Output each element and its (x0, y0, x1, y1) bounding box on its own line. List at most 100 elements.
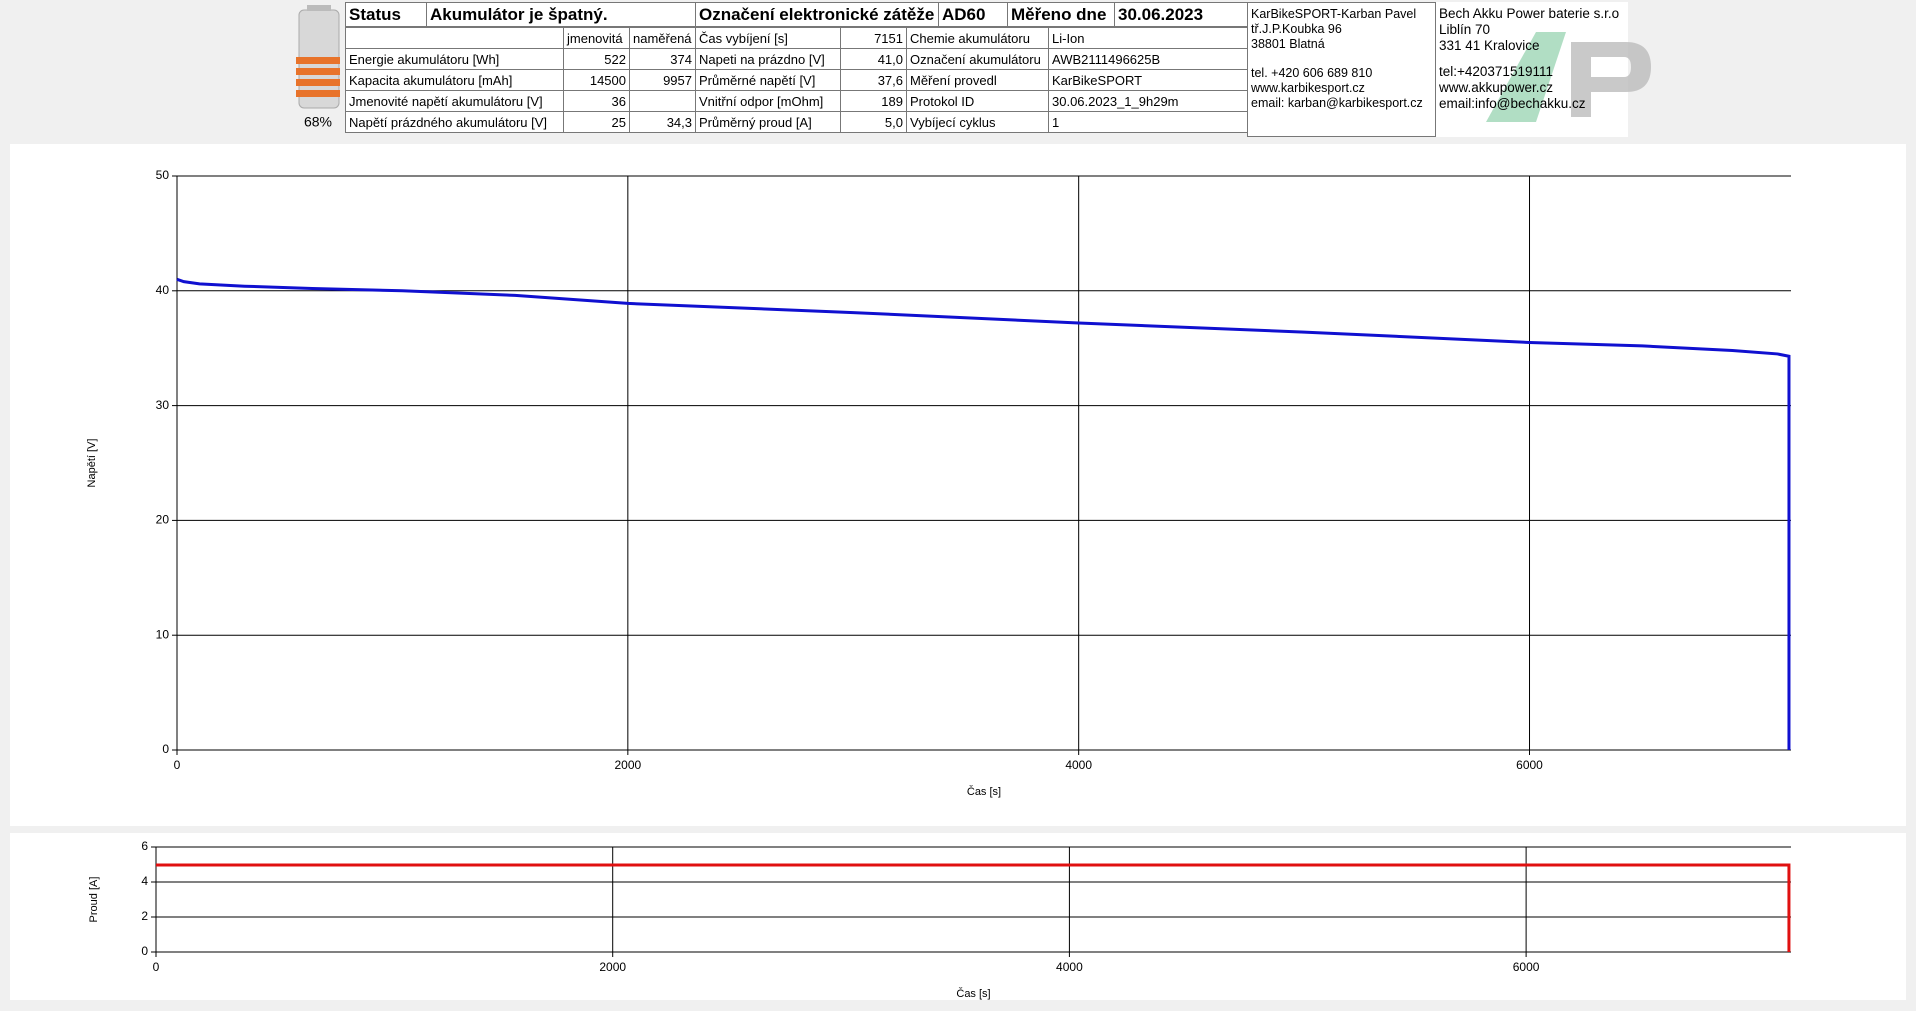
cell: 9957 (629, 69, 696, 91)
cell: 30.06.2023_1_9h29m (1048, 90, 1248, 112)
battery-bar (296, 79, 340, 86)
cell: Chemie akumulátoru (906, 27, 1049, 49)
company-info: Bech Akku Power baterie s.r.o Liblín 70 33… (1436, 2, 1651, 137)
cell: Vnitřní odpor [mOhm] (695, 90, 841, 112)
data-line (156, 863, 1791, 952)
y-tick-label: 10 (156, 627, 170, 641)
cell: 25 (563, 111, 630, 133)
chart-panel (10, 144, 1906, 826)
y-tick-label: 40 (156, 283, 170, 297)
cell: Označení elektronické zátěže (695, 2, 939, 27)
company-line: tel. +420 606 689 810 (1251, 66, 1373, 80)
company-line: www.akkupower.cz (1439, 80, 1554, 95)
cell: Li-Ion (1048, 27, 1248, 49)
cell: Napětí prázdného akumulátoru [V] (345, 111, 564, 133)
status-row: Status Akumulátor je špatný. Označení el… (345, 2, 1248, 27)
table-row: Kapacita akumulátoru [mAh] 14500 9957 Průmě… (345, 69, 1248, 91)
cell: 14500 (563, 69, 630, 91)
x-tick-label: 4000 (1056, 960, 1083, 974)
cell: Protokol ID (906, 90, 1049, 112)
cell: Měření provedl (906, 69, 1049, 91)
status-table: Status Akumulátor je špatný. Označení el… (345, 2, 1248, 27)
company-line: 38801 Blatná (1251, 37, 1325, 51)
cell: 7151 (840, 27, 907, 49)
cell: Jmenovité napětí akumulátoru [V] (345, 90, 564, 112)
cell: KarBikeSPORT (1048, 69, 1248, 91)
battery-level: 68% (304, 114, 332, 130)
company-line: email: karban@karbikesport.cz (1251, 96, 1423, 110)
company-line: tel:+420371519111 (1439, 64, 1553, 79)
x-axis-label: Čas [s] (956, 987, 990, 1000)
table-row: Napětí prázdného akumulátoru [V] 25 34,3 Pr… (345, 111, 1248, 133)
cell: 189 (840, 90, 907, 112)
cell (629, 90, 696, 112)
cell: Status (345, 2, 427, 27)
cell: AD60 (938, 2, 1008, 27)
company-line: tř.J.P.Koubka 96 (1251, 22, 1342, 36)
y-tick-label: 6 (141, 839, 148, 853)
y-axis-label: Napětí [V] (86, 439, 98, 488)
company-line: Liblín 70 (1439, 22, 1491, 37)
table-row: jmenovitá naměřená Čas vybíjení [s] 7151… (345, 27, 1248, 49)
x-tick-label: 2000 (599, 960, 626, 974)
cell: Vybíjecí cyklus (906, 111, 1049, 133)
x-tick-label: 4000 (1065, 758, 1092, 772)
cell: AWB2111496625B (1048, 48, 1248, 70)
x-tick-label: 6000 (1516, 758, 1543, 772)
table-row: Jmenovité napětí akumulátoru [V] 36 Vnitřn… (345, 90, 1248, 112)
y-tick-label: 0 (162, 742, 169, 756)
cell: Čas vybíjení [s] (695, 27, 841, 49)
x-tick-label: 6000 (1513, 960, 1540, 974)
y-tick-label: 30 (156, 398, 170, 412)
battery-icon: 68% (296, 5, 340, 130)
x-tick-label: 0 (174, 758, 181, 772)
company-line: 331 41 Kralovice (1439, 38, 1540, 53)
battery-bar (296, 90, 340, 97)
cell: 1 (1048, 111, 1248, 133)
cell: Akumulátor je špatný. (426, 2, 696, 27)
data-line (176, 277, 1791, 750)
cell: Měřeno dne (1007, 2, 1115, 27)
cell: 41,0 (840, 48, 907, 70)
y-axis-label: Proud [A] (88, 877, 100, 923)
company-info: KarBikeSPORT-Karban Pavel tř.J.P.Koubka 9… (1247, 2, 1436, 137)
x-tick-label: 0 (153, 960, 160, 974)
logo-shape (1571, 42, 1651, 117)
y-tick-label: 4 (141, 874, 148, 888)
y-tick-label: 20 (156, 513, 170, 527)
cell: 34,3 (629, 111, 696, 133)
column-header: naměřená (629, 27, 696, 49)
battery-bar (296, 68, 340, 75)
company-line: www.karbikesport.cz (1251, 81, 1365, 95)
company-line: email:info@bechakku.cz (1439, 96, 1586, 111)
battery-bar (296, 57, 340, 64)
cell: Označení akumulátoru (906, 48, 1049, 70)
cell: 522 (563, 48, 630, 70)
table-row: Energie akumulátoru [Wh] 522 374 Napeti na … (345, 48, 1248, 70)
cell: 30.06.2023 (1114, 2, 1248, 27)
battery-cap (307, 5, 331, 11)
x-tick-label: 2000 (614, 758, 641, 772)
column-header: jmenovitá (563, 27, 630, 49)
cell: 374 (629, 48, 696, 70)
cell (345, 27, 564, 49)
cell: Kapacita akumulátoru [mAh] (345, 69, 564, 91)
cell: Napeti na prázdno [V] (695, 48, 841, 70)
y-tick-label: 2 (141, 909, 148, 923)
cell: 5,0 (840, 111, 907, 133)
cell: Energie akumulátoru [Wh] (345, 48, 564, 70)
company-line: KarBikeSPORT-Karban Pavel (1251, 7, 1417, 21)
y-tick-label: 0 (141, 944, 148, 958)
cell: Průměrné napětí [V] (695, 69, 841, 91)
logo (1486, 32, 1651, 122)
logo-shape (1486, 32, 1566, 122)
cell: Průměrný proud [A] (695, 111, 841, 133)
x-axis-label: Čas [s] (967, 785, 1001, 798)
company-line: Bech Akku Power baterie s.r.o (1439, 6, 1620, 21)
cell: 36 (563, 90, 630, 112)
cell: 37,6 (840, 69, 907, 91)
y-tick-label: 50 (156, 168, 170, 182)
data-table: jmenovitá naměřená Čas vybíjení [s] 7151… (345, 27, 1248, 133)
